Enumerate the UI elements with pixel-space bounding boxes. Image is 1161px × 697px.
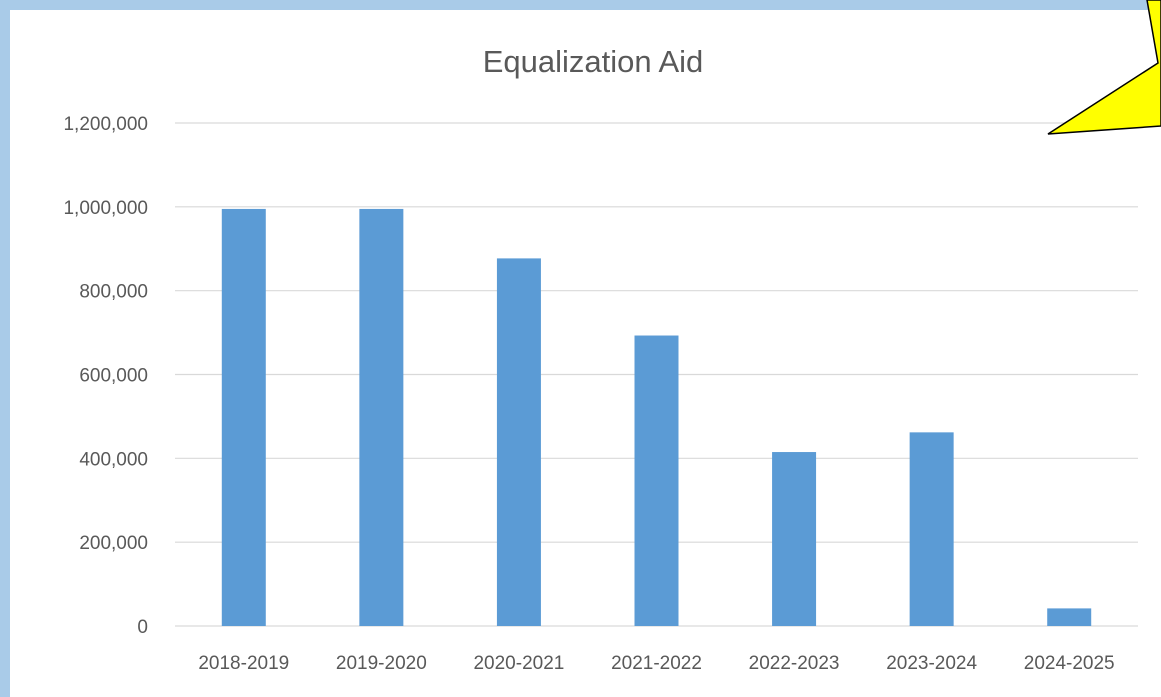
callout-shape xyxy=(1047,0,1161,135)
x-axis-category-labels: 2018-2019 2019-2020 2020-2021 2021-2022 2022… xyxy=(198,653,1114,674)
x-category-label: 2024-2025 xyxy=(1024,653,1115,674)
y-tick-label: 400,000 xyxy=(79,449,148,470)
y-tick-label: 1,200,000 xyxy=(63,114,148,135)
bar-2018-2019 xyxy=(221,208,266,626)
y-tick-label: 200,000 xyxy=(79,533,148,554)
bar-2020-2021 xyxy=(496,258,541,626)
x-category-label: 2018-2019 xyxy=(198,653,289,674)
y-tick-label: 0 xyxy=(137,617,148,638)
x-category-label: 2020-2021 xyxy=(473,653,564,674)
bar-2024-2025 xyxy=(1047,608,1092,626)
slide-frame-left xyxy=(0,0,10,697)
y-tick-label: 600,000 xyxy=(79,366,148,387)
x-category-label: 2021-2022 xyxy=(611,653,702,674)
bar-2023-2024 xyxy=(909,432,954,626)
bar-2021-2022 xyxy=(634,335,679,626)
slide-frame-top xyxy=(0,0,1161,10)
y-axis-tick-labels: 0 200,000 400,000 600,000 800,000 1,000,000 1,… xyxy=(63,114,148,638)
chart-title: Equalization Aid xyxy=(483,44,704,79)
bar-2019-2020 xyxy=(359,208,404,626)
y-tick-label: 1,000,000 xyxy=(63,198,148,219)
bars xyxy=(221,208,1092,626)
x-category-label: 2022-2023 xyxy=(749,653,840,674)
y-tick-label: 800,000 xyxy=(79,282,148,303)
x-category-label: 2019-2020 xyxy=(336,653,427,674)
bar-2022-2023 xyxy=(772,452,817,626)
x-category-label: 2023-2024 xyxy=(886,653,977,674)
